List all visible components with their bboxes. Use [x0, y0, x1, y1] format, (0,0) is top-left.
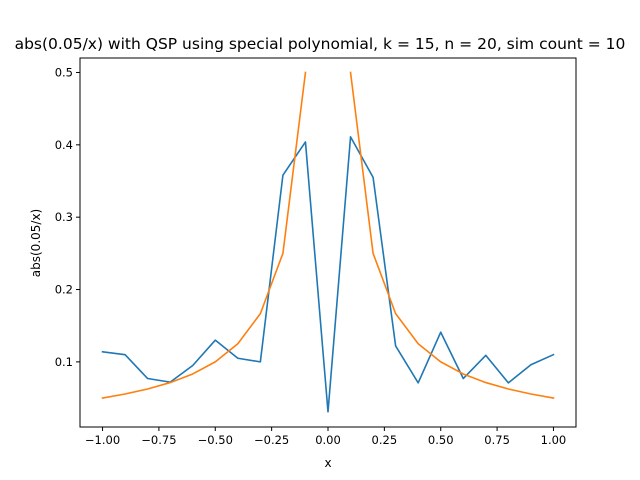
- x-tick-label: 0.50: [428, 433, 454, 447]
- x-tick-label: 0.75: [484, 433, 510, 447]
- y-tick-label: 0.5: [55, 65, 73, 79]
- y-tick-label: 0.2: [55, 283, 73, 297]
- x-tick-label: 0.25: [372, 433, 398, 447]
- series-line-1-0: [101, 71, 307, 399]
- y-tick-label: 0.1: [55, 355, 73, 369]
- series-layer: [101, 71, 555, 413]
- series-line-1-1: [349, 71, 555, 399]
- axes-layer: −1.00 −0.75 −0.50 −0.25 0.00 0.25 0.50 0.75 1.00…: [55, 57, 577, 447]
- x-tick-label: 1.00: [541, 433, 567, 447]
- x-tick-label: −1.00: [85, 433, 120, 447]
- x-tick-label: −0.75: [141, 433, 176, 447]
- y-tick-label: 0.4: [55, 138, 73, 152]
- y-axis-label: abs(0.05/x): [29, 209, 43, 277]
- x-tick-label: 0.00: [315, 433, 341, 447]
- x-axis-label: x: [324, 456, 331, 470]
- x-tick-label: −0.25: [254, 433, 289, 447]
- chart-title: abs(0.05/x) with QSP using special polyn…: [15, 35, 626, 53]
- y-tick-label: 0.3: [55, 210, 73, 224]
- x-tick-label: −0.50: [198, 433, 233, 447]
- series-line-0-0: [101, 136, 555, 413]
